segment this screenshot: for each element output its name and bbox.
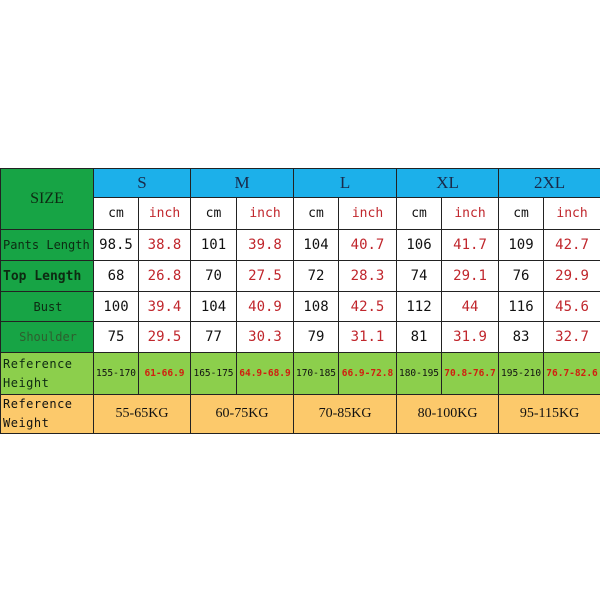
unit-cm: cm	[498, 197, 545, 230]
size-header-m: M	[190, 168, 294, 198]
value-inch: 40.9	[236, 291, 294, 322]
height-inch: 76.7-82.6	[543, 352, 600, 395]
measurement-row: Pants Length 98.5 38.8 101 39.8 104 40.7 106 41.…	[0, 229, 600, 261]
value-inch: 39.4	[138, 291, 191, 322]
size-corner-label: SIZE	[0, 168, 94, 230]
value-cm: 70	[190, 260, 237, 292]
value-inch: 38.8	[138, 229, 191, 261]
size-header-l: L	[292, 168, 398, 198]
height-cm: 155-170	[93, 352, 139, 395]
value-inch: 44	[441, 291, 500, 322]
height-inch: 64.9-68.9	[236, 352, 294, 395]
row-label: Shoulder	[0, 321, 94, 353]
unit-inch: inch	[236, 197, 294, 230]
weight-s: 55-65KG	[93, 394, 191, 434]
value-cm: 68	[93, 260, 139, 292]
measurement-row: Shoulder 75 29.5 77 30.3 79 31.1 81 31.9 83 32.7	[0, 321, 600, 353]
value-cm: 72	[293, 260, 339, 292]
unit-inch: inch	[543, 197, 600, 230]
unit-cm: cm	[396, 197, 443, 230]
height-cm: 165-175	[190, 352, 237, 395]
row-label: Top Length	[0, 260, 94, 292]
height-inch: 70.8-76.7	[441, 352, 500, 395]
row-label: Reference Height	[0, 352, 94, 395]
value-cm: 104	[190, 291, 237, 322]
measurement-row: Bust 100 39.4 104 40.9 108 42.5 112 44 116 45.6	[0, 291, 600, 322]
size-header-row: SIZE S M L XL 2XL	[0, 168, 600, 230]
value-cm: 101	[190, 229, 237, 261]
size-header-s: S	[93, 168, 191, 198]
value-cm: 74	[396, 260, 443, 292]
unit-inch: inch	[138, 197, 191, 230]
value-cm: 77	[190, 321, 237, 353]
weight-l: 70-85KG	[292, 394, 398, 434]
value-cm: 76	[498, 260, 545, 292]
unit-cm: cm	[93, 197, 139, 230]
value-inch: 30.3	[236, 321, 294, 353]
value-cm: 109	[498, 229, 545, 261]
height-inch: 66.9-72.8	[337, 352, 398, 395]
value-inch: 39.8	[236, 229, 294, 261]
value-inch: 29.9	[543, 260, 600, 292]
size-header-2xl: 2XL	[498, 168, 600, 198]
value-cm: 75	[93, 321, 139, 353]
value-cm: 116	[498, 291, 545, 322]
reference-height-row: Reference Height 155-170 61-66.9 165-175…	[0, 352, 600, 395]
unit-cm: cm	[190, 197, 237, 230]
weight-xl: 80-100KG	[396, 394, 500, 434]
value-cm: 112	[396, 291, 443, 322]
size-header-xl: XL	[396, 168, 500, 198]
value-cm: 106	[396, 229, 443, 261]
value-inch: 45.6	[543, 291, 600, 322]
value-cm: 79	[293, 321, 339, 353]
value-cm: 98.5	[93, 229, 139, 261]
value-inch: 31.1	[337, 321, 398, 353]
height-cm: 170-185	[293, 352, 339, 395]
value-cm: 108	[293, 291, 339, 322]
value-cm: 81	[396, 321, 443, 353]
reference-weight-row: Reference Weight 55-65KG 60-75KG 70-85KG…	[0, 394, 600, 434]
height-inch: 61-66.9	[138, 352, 191, 395]
unit-cm: cm	[293, 197, 339, 230]
value-inch: 42.7	[543, 229, 600, 261]
value-inch: 29.5	[138, 321, 191, 353]
value-inch: 26.8	[138, 260, 191, 292]
value-inch: 27.5	[236, 260, 294, 292]
row-label: Reference Weight	[0, 394, 94, 434]
value-inch: 41.7	[441, 229, 500, 261]
value-inch: 28.3	[337, 260, 398, 292]
value-inch: 42.5	[337, 291, 398, 322]
measurement-row: Top Length 68 26.8 70 27.5 72 28.3 74 29.1 76 29.9	[0, 260, 600, 292]
unit-header-row: cm inch cm inch cm inch cm inch cm inch	[1, 197, 600, 230]
size-chart-table: SIZE S M L XL 2XL cm inch cm inch cm inc…	[0, 168, 600, 434]
value-inch: 40.7	[337, 229, 398, 261]
unit-inch: inch	[441, 197, 500, 230]
value-cm: 104	[293, 229, 339, 261]
row-label: Pants Length	[0, 229, 94, 261]
value-inch: 29.1	[441, 260, 500, 292]
height-cm: 195-210	[498, 352, 545, 395]
height-cm: 180-195	[396, 352, 443, 395]
value-cm: 83	[498, 321, 545, 353]
row-label: Bust	[0, 291, 94, 322]
unit-inch: inch	[337, 197, 398, 230]
value-inch: 32.7	[543, 321, 600, 353]
weight-m: 60-75KG	[190, 394, 294, 434]
value-cm: 100	[93, 291, 139, 322]
value-inch: 31.9	[441, 321, 500, 353]
weight-2xl: 95-115KG	[498, 394, 600, 434]
